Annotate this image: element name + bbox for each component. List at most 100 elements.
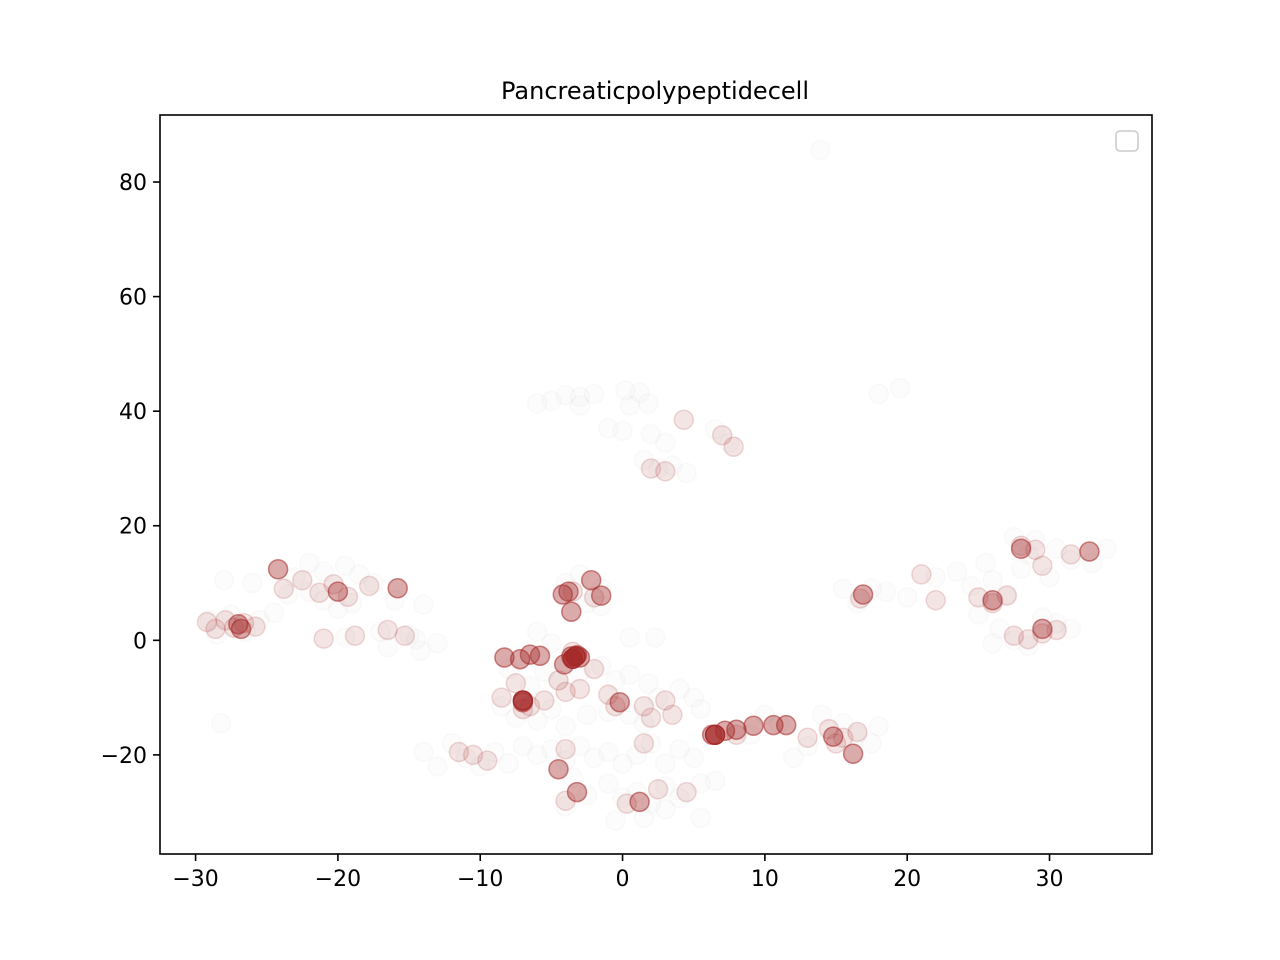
scatter-point [569,386,591,408]
scatter-point [662,704,683,726]
scatter-point [370,621,391,642]
scatter-point [598,684,619,705]
scatter-point [548,670,569,691]
scatter-point [946,561,968,582]
scatter-point [491,695,512,717]
x-tick-label: −20 [315,867,361,892]
scatter-point [726,719,747,740]
scatter-point [690,807,712,829]
scatter-point [647,779,669,800]
scatter-point [598,773,619,794]
scatter-point [455,747,477,769]
x-tick-label: 30 [1036,867,1064,892]
scatter-point [590,655,612,677]
scatter-point [299,581,320,602]
scatter-point [583,747,605,769]
scatter-point [673,409,695,431]
scatter-point [655,776,676,797]
scatter-point [384,589,406,611]
scatter-point [633,695,655,717]
scatter-point [334,555,356,577]
scatter-point [405,628,427,650]
scatter-point [690,773,712,794]
scatter-point [210,713,232,734]
scatter-point [249,610,270,631]
scatter-point [619,664,640,685]
scatter-point [896,587,918,608]
scatter-point [199,610,221,631]
scatter-point [655,461,676,482]
scatter-point [569,678,591,700]
scatter-point [669,738,690,760]
scatter-point [555,716,576,737]
scatter-point [313,561,334,582]
scatter-point [832,578,854,600]
scatter-point [633,807,655,829]
scatter-point [1017,635,1039,657]
scatter-point [413,741,434,763]
scatter-point [960,575,982,597]
scatter-point [1060,618,1082,640]
scatter-point [552,584,574,605]
scatter-point [989,618,1010,640]
scatter-point [448,741,470,763]
scatter-point [427,756,448,777]
scatter-point [477,750,498,771]
scatter-point [413,594,434,616]
scatter-point [1032,618,1053,640]
scatter-point [743,715,764,736]
scatter-point [875,581,897,602]
scatter-point [629,791,650,813]
scatter-point [640,458,662,479]
scatter-point [889,378,911,399]
scatter-point [925,567,946,588]
scatter-point [1010,558,1032,579]
scatter-point [868,383,889,405]
scatter-point [797,736,818,757]
scatter-point [633,449,655,471]
scatter-point [609,691,630,713]
scatter-point [505,673,527,694]
scatter-point [341,592,363,614]
scatter-point [358,575,380,597]
x-tick-label: −30 [172,867,218,892]
scatter-point [619,395,640,416]
scatter-point [555,681,576,703]
scatter-point [861,733,882,754]
x-tick-label: 20 [893,867,921,892]
scatter-point [1039,567,1060,588]
scatter-point [534,690,555,711]
scatter-point [1017,628,1039,650]
scatter-point [267,559,289,580]
scatter-point [292,569,313,591]
scatter-point [583,587,605,608]
x-tick-label: −10 [457,867,503,892]
scatter-point [583,383,605,405]
scatter-point [690,698,712,720]
scatter-point [723,436,744,457]
scatter-point [612,787,633,809]
scatter-point [726,724,747,746]
scatter-point [526,744,548,766]
y-tick-label: −20 [101,744,147,769]
scatter-point [555,384,576,406]
scatter-point [541,698,562,720]
scatter-point [868,716,889,737]
scatter-point [512,736,534,757]
scatter-point [616,793,638,814]
scatter-point [982,569,1003,591]
scatter-point [982,632,1003,654]
scatter-point [637,673,659,694]
scatter-point [583,658,605,680]
scatter-point [541,738,562,760]
scatter-point [669,678,690,700]
scatter-point [1079,541,1100,562]
scatter-point [775,714,797,736]
scatter-point [704,724,726,746]
scatter-point [377,636,398,658]
scatter-point [273,578,295,600]
scatter-point [580,569,602,591]
scatter-point [215,610,236,631]
scatter-point [605,810,626,832]
